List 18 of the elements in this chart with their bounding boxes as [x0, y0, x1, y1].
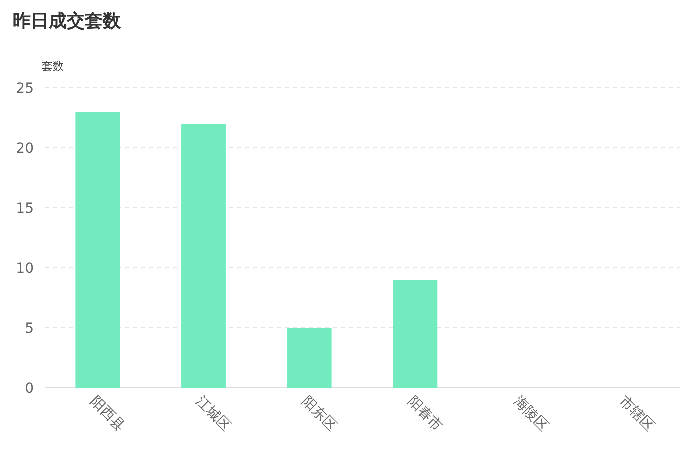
y-tick-label: 0 [25, 381, 34, 397]
y-tick-label: 25 [16, 81, 34, 97]
x-tick-label: 海陵区 [510, 394, 552, 435]
bar [76, 112, 120, 388]
x-tick-label: 江城区 [192, 394, 234, 435]
chart-title: 昨日成交套数 [13, 11, 122, 32]
y-tick-label: 10 [16, 261, 34, 277]
y-tick-label: 5 [25, 321, 34, 337]
x-tick-label: 市辖区 [616, 394, 658, 435]
x-tick-label: 阳西县 [87, 394, 128, 435]
bar [393, 280, 438, 388]
x-tick-label: 阳东区 [298, 394, 340, 435]
y-axis-title: 套数 [42, 60, 64, 73]
bar [182, 124, 226, 388]
x-tick-label: 阳春市 [404, 394, 446, 435]
y-tick-label: 15 [16, 201, 34, 217]
bar [287, 328, 332, 388]
y-tick-label: 20 [16, 141, 34, 157]
